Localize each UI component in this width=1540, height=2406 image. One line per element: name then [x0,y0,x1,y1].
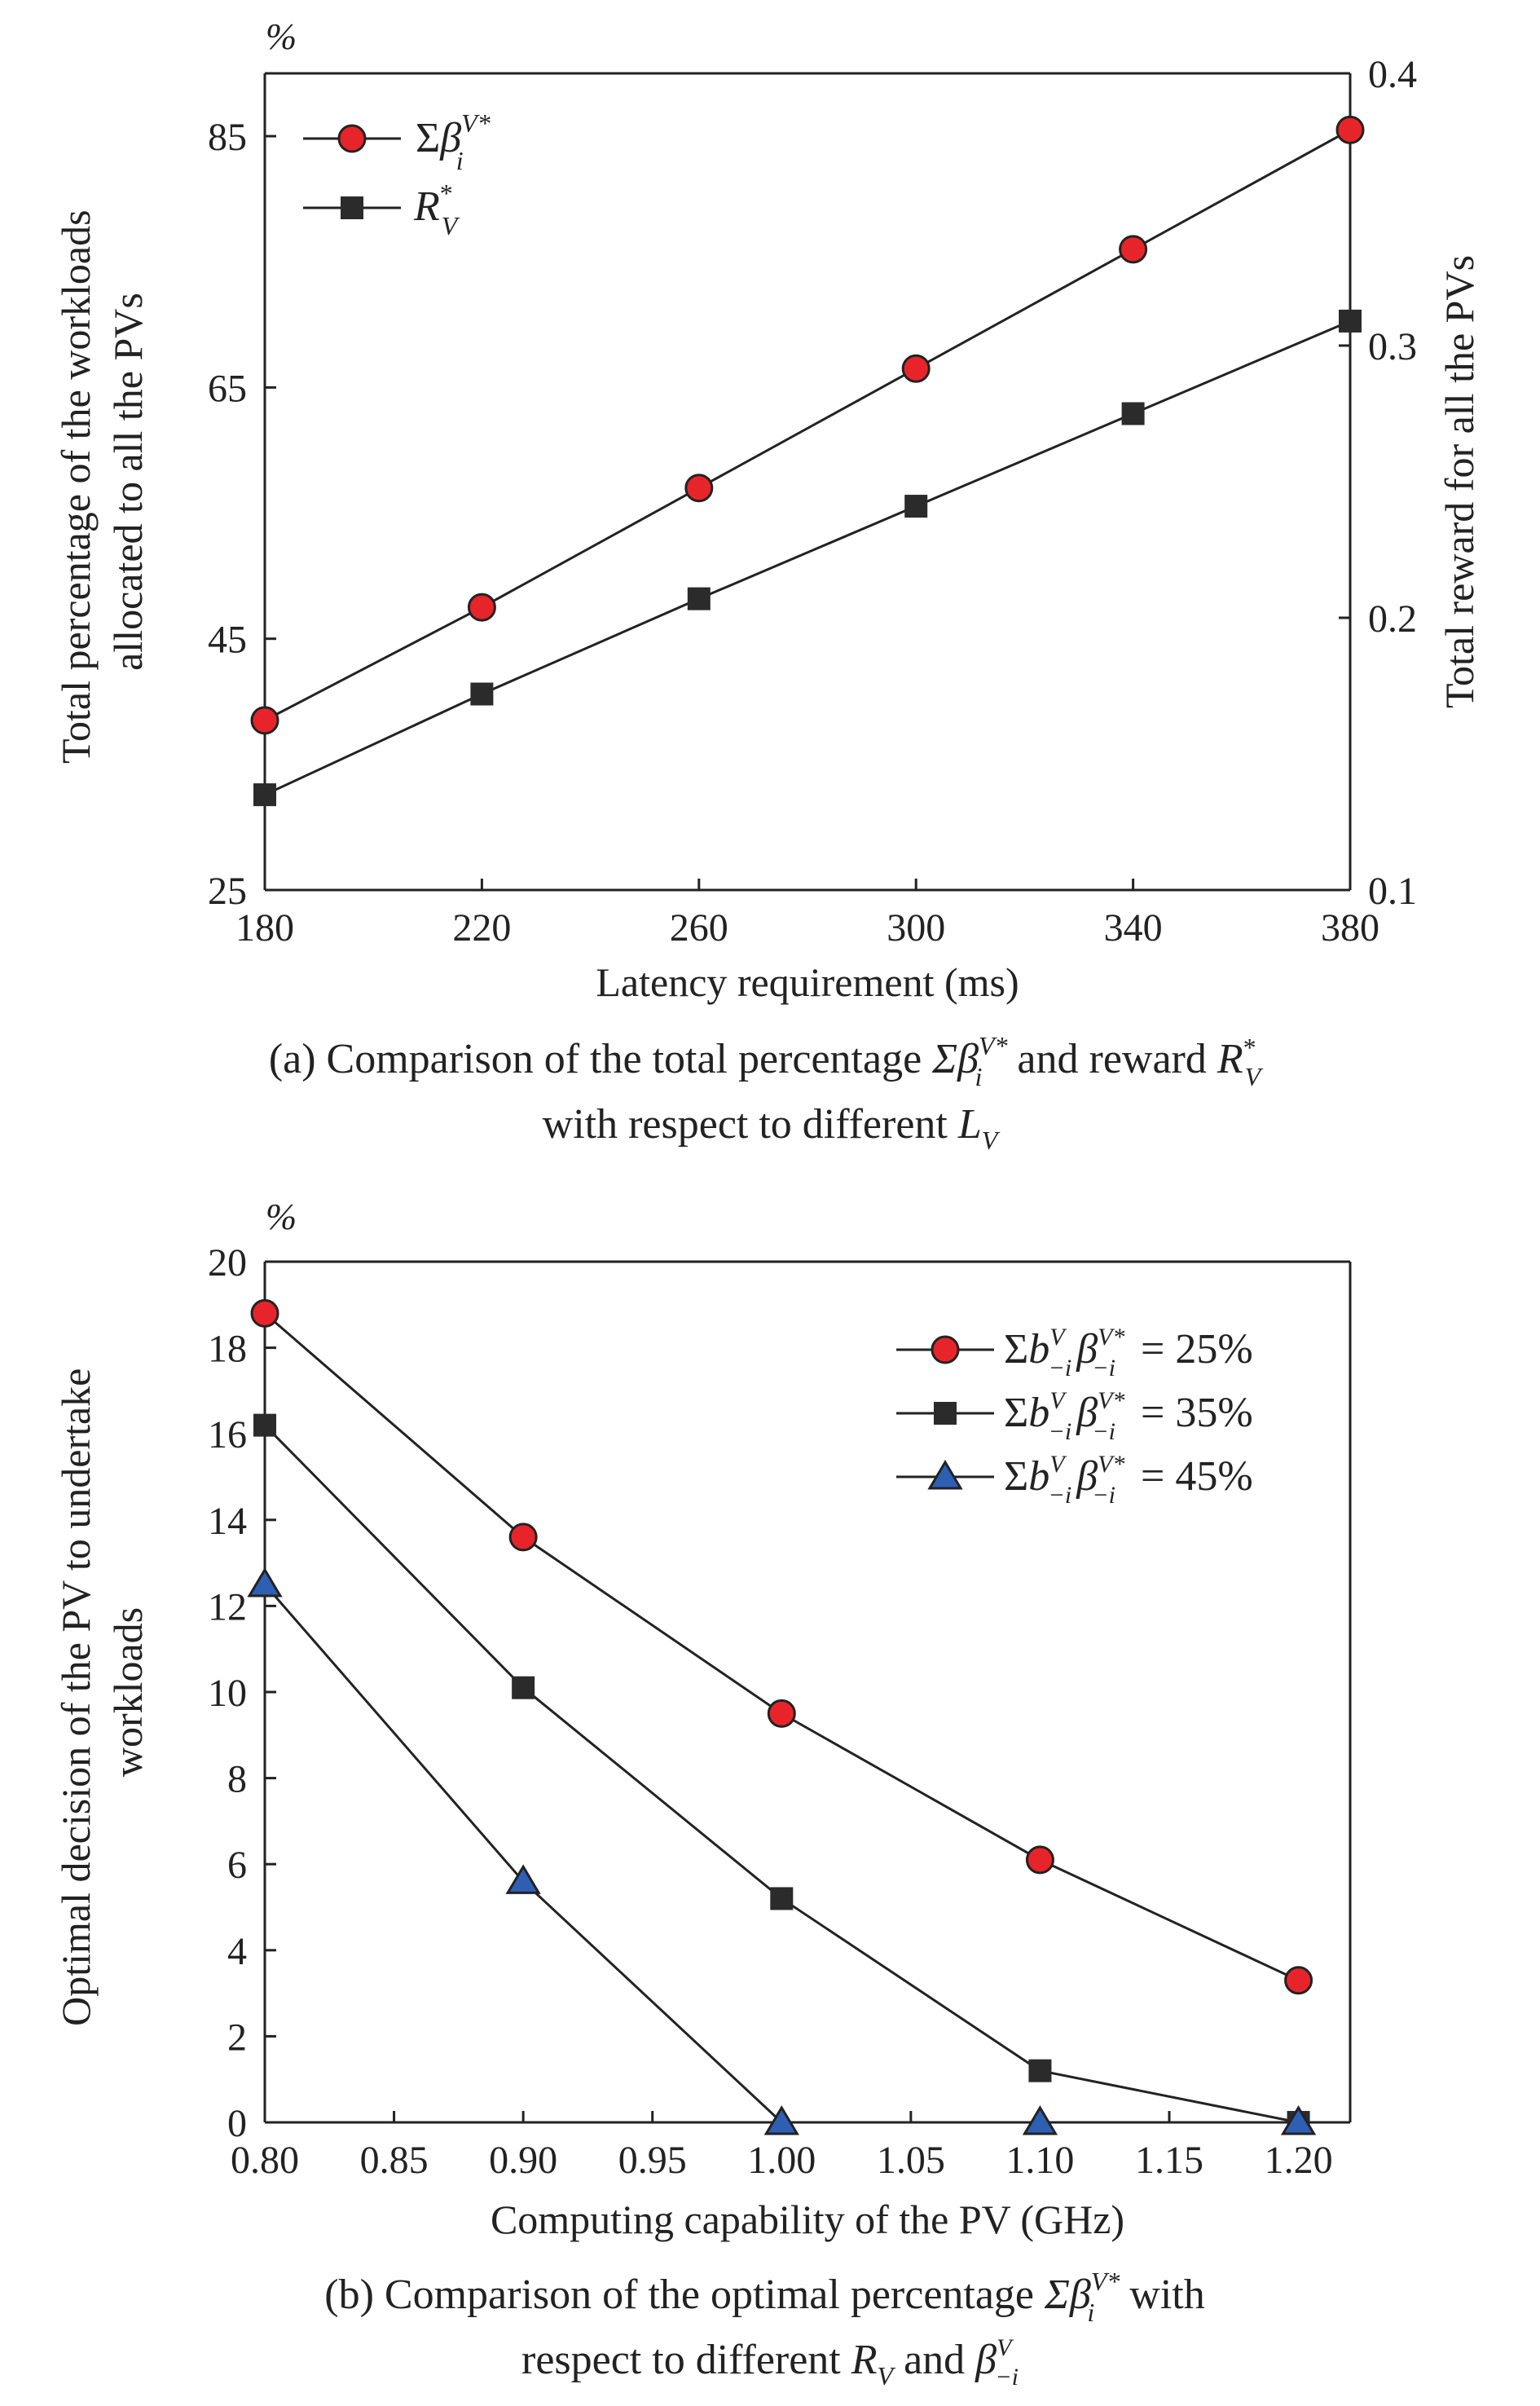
y-ticks-right-a: 0.1 0.2 0.3 0.4 [1339,53,1417,913]
data-point-a-0 [1335,115,1365,144]
y-tick-label-b: 20 [208,1241,247,1285]
legend-a: ΣβV* i R* V [303,108,491,240]
data-point-b-2 [1280,2105,1317,2135]
x-axis-label-a: Latency requirement (ms) [596,959,1019,1005]
y-tick-label-right-a: 0.1 [1368,870,1417,913]
y-tick-label-left-a: 25 [208,870,247,913]
y-tick-label-b: 4 [227,1930,247,1973]
legend-marker-square-b [934,1402,957,1425]
y-axis-label-b: Optimal decision of the PV to undertake … [53,1358,151,2026]
data-point-a-1 [687,587,711,610]
y-tick-label-right-a: 0.3 [1368,325,1417,368]
data-point-b-2 [505,1864,541,1894]
y-ticks-left-a: 25 45 65 85 [208,116,276,913]
x-tick-label-a: 300 [887,906,945,950]
y-tick-label-left-a: 65 [208,367,247,410]
y-tick-label-b: 2 [227,2016,247,2059]
data-point-a-0 [250,706,279,735]
y-ticks-b: 0 2 4 6 8 10 12 14 16 18 20 [208,1241,276,2145]
data-point-b-0 [1025,1845,1054,1875]
y-tick-label-b: 6 [227,1844,247,1887]
data-point-b-2 [763,2105,799,2135]
data-point-a-0 [901,354,931,383]
x-ticks-b: 0.80 0.85 0.90 0.95 1.00 1.05 1.10 1.15 1.20 [231,2111,1333,2182]
x-tick-label-b: 1.20 [1265,2139,1333,2182]
y-tick-label-b: 14 [208,1500,247,1543]
y-tick-label-left-a: 45 [208,619,247,662]
data-point-b-1 [253,1413,276,1437]
series-group-a [250,115,1365,807]
data-point-b-1 [512,1676,535,1699]
data-point-a-1 [904,495,928,518]
x-ticks-a: 180 220 260 300 340 380 [235,879,1379,950]
data-point-b-0 [508,1522,538,1552]
y-tick-label-right-a: 0.4 [1368,53,1417,96]
x-tick-label-b: 0.95 [618,2139,687,2182]
data-point-b-0 [1284,1966,1313,1995]
legend-b: ΣbV −i βV* −i = 25% ΣbV −i βV* −i = 35% ΣbV −i β… [896,1324,1253,1509]
legend-label-45: ΣbV −i βV* −i = 45% [1004,1451,1253,1509]
left-unit-label-a: % [266,15,297,57]
data-point-b-1 [1028,2059,1052,2082]
chart-panel-b: % 0.80 0.85 0.90 0.95 1.00 1.05 1.10 1.15 1.20 0… [53,1196,1352,2391]
x-tick-label-a: 260 [670,906,728,950]
series-line-b-2 [263,1584,1299,2124]
data-point-b-2 [247,1567,283,1597]
y-tick-label-b: 10 [208,1672,247,1715]
legend-label-reward: R* V [413,178,460,240]
x-tick-label-b: 0.85 [360,2139,429,2182]
y-tick-label-left-a: 85 [208,116,247,159]
y-tick-label-right-a: 0.2 [1368,597,1417,641]
legend-label-sum-beta: ΣβV* i [416,108,491,175]
y-tick-label-b: 12 [208,1585,247,1628]
x-tick-label-a: 340 [1104,906,1163,950]
x-tick-label-b: 1.15 [1135,2139,1203,2182]
data-point-b-0 [250,1298,279,1328]
caption-b: (b) Comparison of the optimal percentage… [324,2267,1215,2391]
data-point-b-2 [1022,2105,1058,2135]
x-tick-label-a: 180 [235,906,294,950]
data-point-a-0 [1119,235,1148,264]
y-tick-label-b: 0 [227,2102,247,2145]
data-point-a-0 [467,593,496,622]
series-line-a-1 [264,319,1351,796]
caption-a: (a) Comparison of the total percentage Σ… [269,1031,1271,1155]
x-tick-label-a: 220 [452,906,511,950]
x-tick-label-a: 380 [1321,906,1379,950]
y-axis-label-right-a: Total reward for all the PVs [1437,255,1482,708]
y-tick-label-b: 18 [208,1328,247,1371]
legend-marker-circle-a [337,124,367,153]
series-line-b-1 [263,1424,1299,2124]
data-point-a-1 [1121,402,1145,425]
data-point-b-0 [767,1699,796,1728]
y-axis-label-left-a: Total percentage of the workloads alloca… [53,200,151,764]
y-unit-label-b: % [266,1196,297,1237]
x-tick-label-b: 1.00 [747,2139,816,2182]
y-tick-label-b: 16 [208,1413,247,1456]
x-tick-label-b: 1.05 [877,2139,945,2182]
legend-marker-square-a [341,196,363,219]
legend-marker-circle-b [931,1335,960,1364]
series-line-a-0 [264,129,1351,722]
x-tick-label-b: 0.80 [231,2139,299,2182]
data-point-a-1 [1339,309,1362,333]
data-point-a-1 [470,682,494,706]
data-point-a-0 [684,474,714,503]
y-tick-label-b: 8 [227,1758,247,1801]
legend-label-25: ΣbV −i βV* −i = 25% [1004,1324,1253,1381]
legend-label-35: ΣbV −i βV* −i = 35% [1004,1387,1253,1445]
x-tick-label-b: 0.90 [489,2139,557,2182]
data-point-a-1 [253,783,276,807]
series-group-b [247,1298,1317,2135]
x-axis-label-b: Computing capability of the PV (GHz) [491,2197,1124,2242]
x-tick-label-b: 1.10 [1005,2139,1074,2182]
legend-marker-triangle-b [927,1460,963,1490]
data-point-b-1 [770,1887,794,1910]
